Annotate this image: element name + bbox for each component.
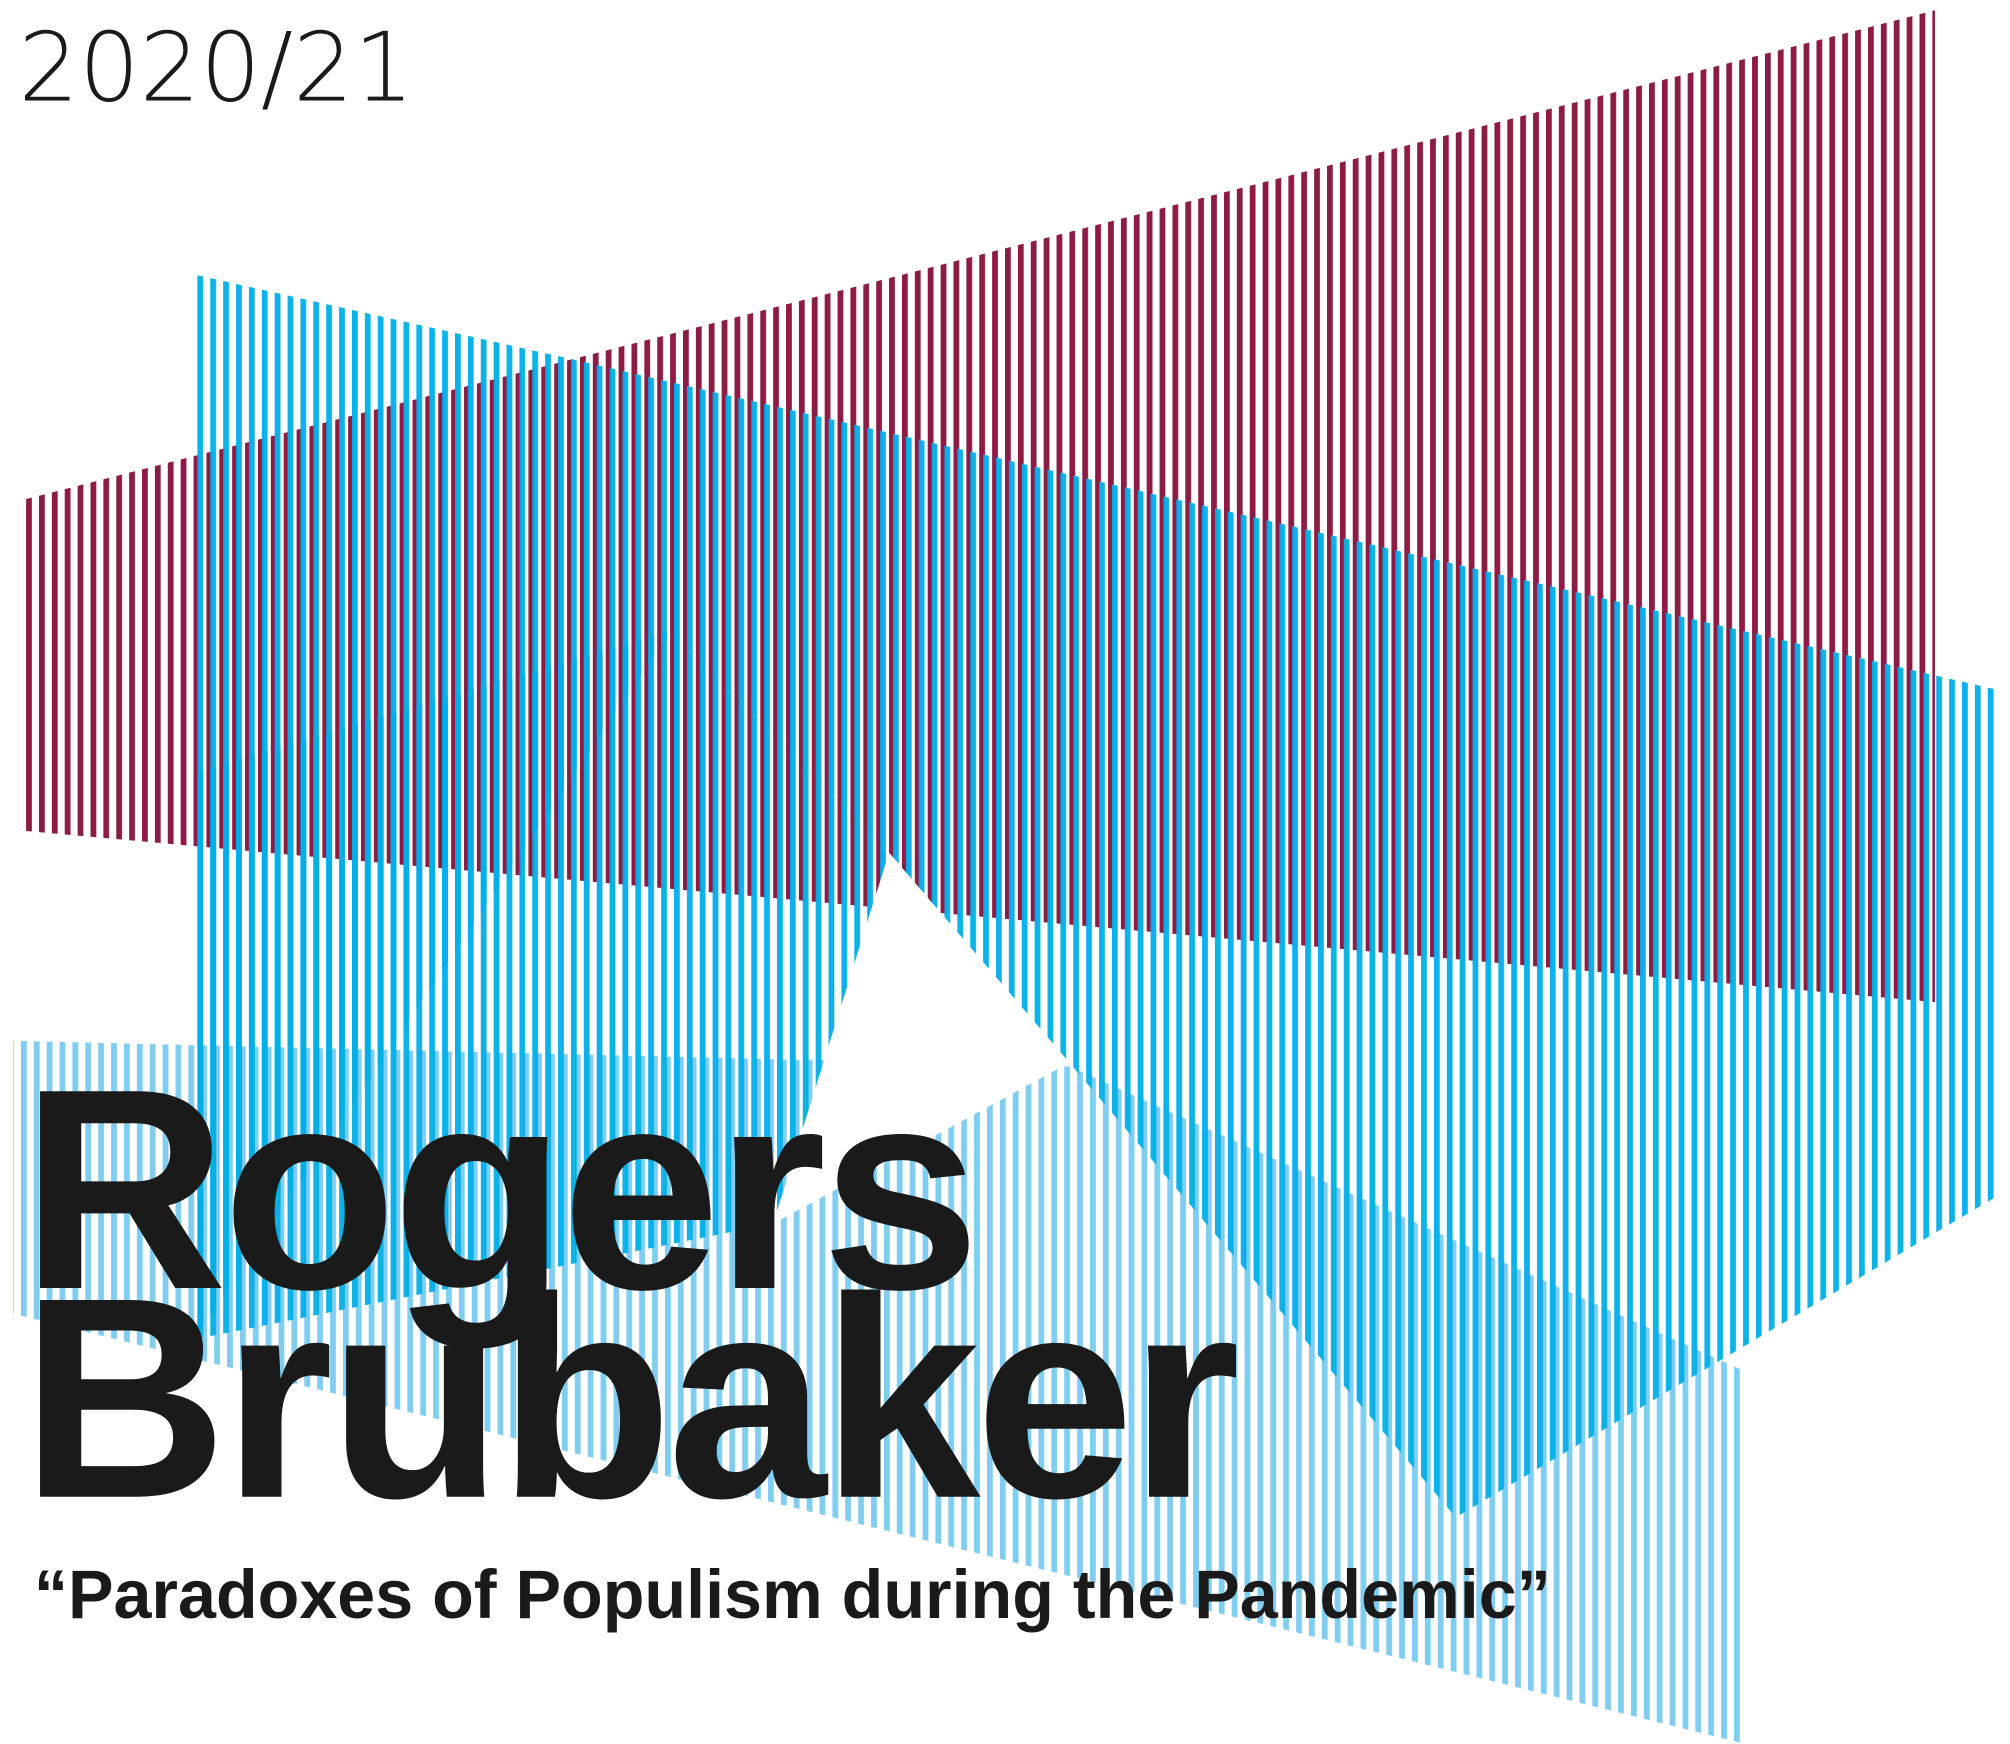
poster: 2020/21 Rogers Brubaker “Paradoxes of Po… — [0, 0, 2010, 1744]
speaker-last-name: Brubaker — [21, 1238, 1236, 1558]
year: 2020/21 — [18, 13, 414, 123]
page: {"year": "2020/21", "speaker": {"first_n… — [0, 0, 2010, 1744]
lecture-title: “Paradoxes of Populism during the Pandem… — [34, 1557, 1551, 1633]
